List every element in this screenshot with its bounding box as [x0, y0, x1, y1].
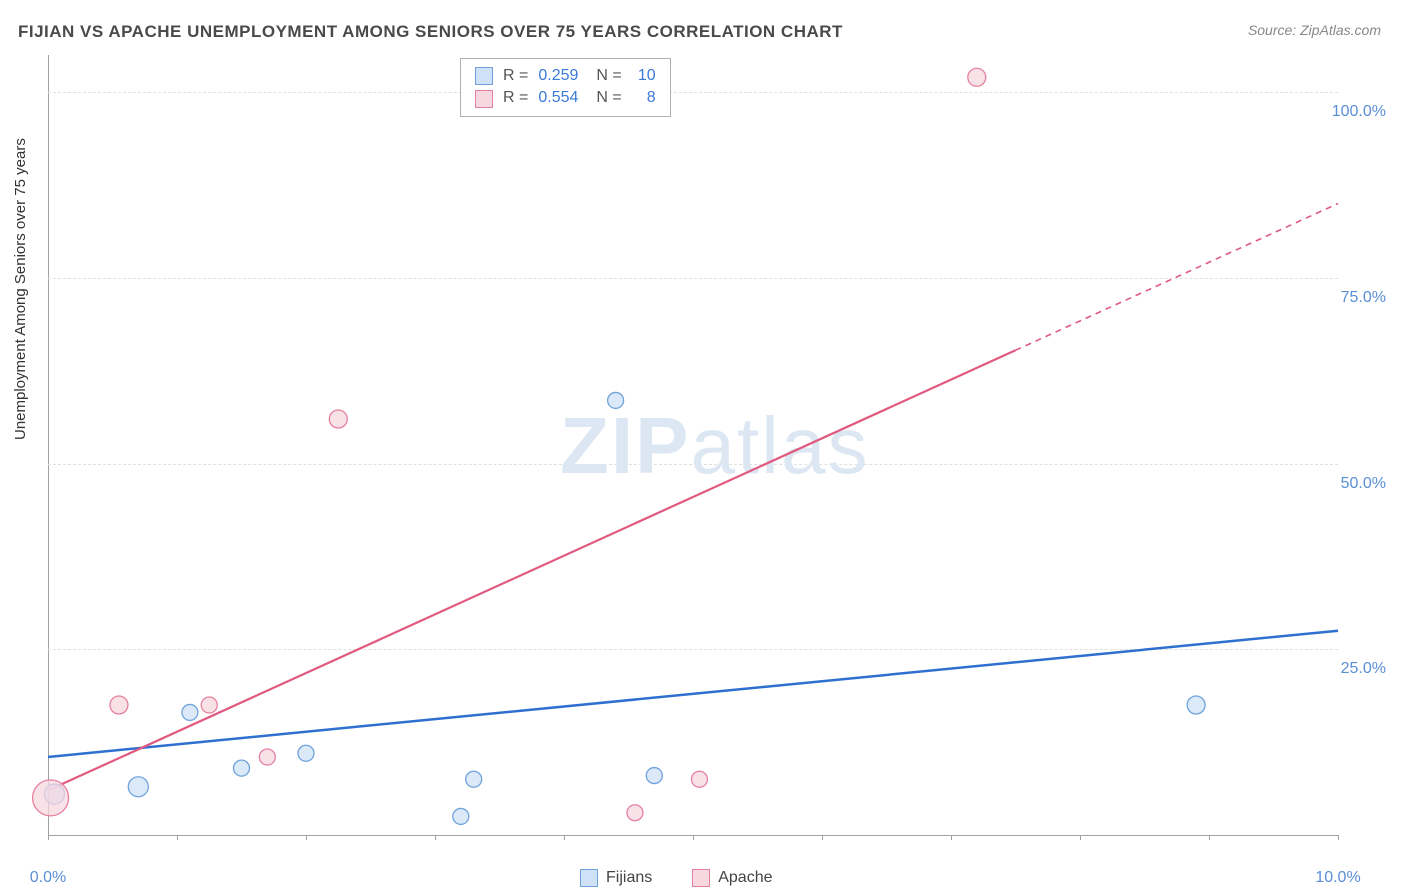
x-tick-mark [48, 835, 49, 840]
x-tick-mark [822, 835, 823, 840]
x-tick-mark [306, 835, 307, 840]
data-point [453, 808, 469, 824]
data-point [33, 780, 69, 816]
legend-series-name: Fijians [606, 869, 652, 887]
data-point [608, 392, 624, 408]
legend-r-value: 0.554 [538, 87, 586, 109]
y-tick-label: 75.0% [1341, 289, 1386, 307]
legend-n-value: 10 [632, 65, 656, 87]
data-point [259, 749, 275, 765]
data-point [968, 68, 986, 86]
legend-swatch [475, 90, 493, 108]
legend-n-label: N = [596, 87, 621, 109]
x-tick-mark [1338, 835, 1339, 840]
x-tick-mark [693, 835, 694, 840]
legend-r-value: 0.259 [538, 65, 586, 87]
data-point [627, 805, 643, 821]
legend-r-label: R = [503, 87, 528, 109]
y-axis-label: Unemployment Among Seniors over 75 years [12, 138, 29, 440]
data-point [128, 777, 148, 797]
data-point [110, 696, 128, 714]
data-point [182, 704, 198, 720]
x-tick-label: 10.0% [1315, 869, 1360, 887]
data-point [646, 768, 662, 784]
x-tick-mark [1080, 835, 1081, 840]
legend-swatch [475, 67, 493, 85]
data-point [329, 410, 347, 428]
trend-line-dash [1016, 204, 1339, 351]
chart-plot-svg [48, 55, 1338, 835]
legend-row: R = 0.259 N = 10 [475, 65, 656, 87]
x-tick-label: 0.0% [30, 869, 66, 887]
legend-swatch [692, 869, 710, 887]
legend-series-name: Apache [718, 869, 772, 887]
x-tick-mark [1209, 835, 1210, 840]
x-tick-mark [435, 835, 436, 840]
x-tick-mark [564, 835, 565, 840]
y-tick-label: 50.0% [1341, 475, 1386, 493]
legend-bottom-item: Apache [692, 869, 772, 887]
legend-bottom-item: Fijians [580, 869, 652, 887]
legend-n-value: 8 [632, 87, 656, 109]
chart-title: FIJIAN VS APACHE UNEMPLOYMENT AMONG SENI… [18, 22, 843, 42]
y-tick-label: 100.0% [1332, 103, 1386, 121]
legend-row: R = 0.554 N = 8 [475, 87, 656, 109]
y-tick-label: 25.0% [1341, 660, 1386, 678]
trend-line [48, 350, 1016, 790]
series-legend: Fijians Apache [580, 869, 773, 887]
x-tick-mark [177, 835, 178, 840]
data-point [201, 697, 217, 713]
data-point [1187, 696, 1205, 714]
data-point [691, 771, 707, 787]
legend-swatch [580, 869, 598, 887]
legend-n-label: N = [596, 65, 621, 87]
data-point [298, 745, 314, 761]
data-point [466, 771, 482, 787]
x-tick-mark [951, 835, 952, 840]
source-text: Source: ZipAtlas.com [1248, 22, 1381, 38]
trend-line [48, 631, 1338, 757]
correlation-legend: R = 0.259 N = 10 R = 0.554 N = 8 [460, 58, 671, 117]
data-point [234, 760, 250, 776]
legend-r-label: R = [503, 65, 528, 87]
